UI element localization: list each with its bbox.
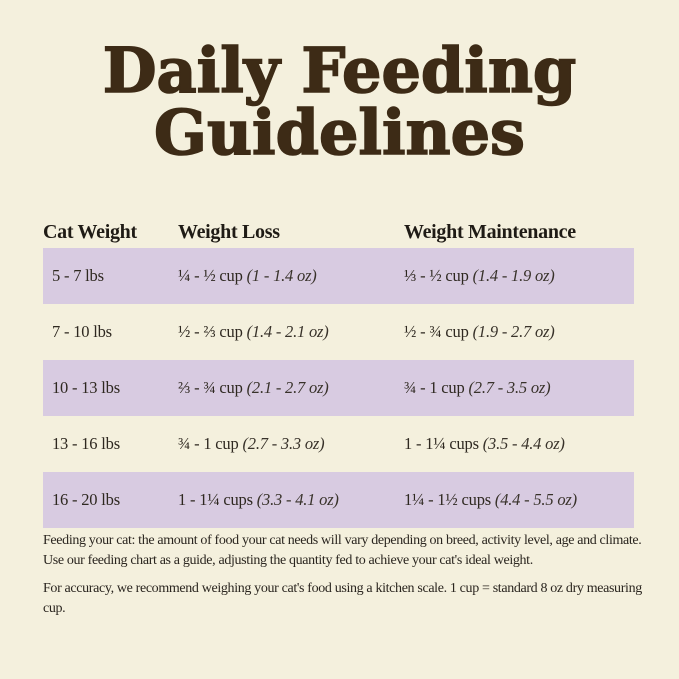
oz-amount: (4.4 - 5.5 oz) — [494, 490, 577, 509]
oz-amount: (1.4 - 1.9 oz) — [472, 266, 555, 285]
table-row: 7 - 10 lbs ½ - ⅔ cup (1.4 - 2.1 oz) ½ - … — [43, 304, 634, 360]
table-row: 5 - 7 lbs ¼ - ½ cup (1 - 1.4 oz) ⅓ - ½ c… — [43, 248, 634, 304]
cup-amount: ½ - ⅔ cup — [178, 322, 243, 341]
feeding-table: Cat Weight Weight Loss Weight Maintenanc… — [43, 212, 634, 528]
weight-maintenance-cell: ½ - ¾ cup (1.9 - 2.7 oz) — [404, 322, 634, 342]
table-row: 16 - 20 lbs 1 - 1¼ cups (3.3 - 4.1 oz) 1… — [43, 472, 634, 528]
weight-loss-cell: 1 - 1¼ cups (3.3 - 4.1 oz) — [178, 490, 404, 510]
oz-amount: (1 - 1.4 oz) — [246, 266, 317, 285]
cat-weight-value: 5 - 7 lbs — [52, 266, 104, 285]
page-title-line2: Guidelines — [153, 96, 526, 169]
oz-amount: (2.1 - 2.7 oz) — [246, 378, 329, 397]
column-header-cat-weight: Cat Weight — [43, 221, 137, 243]
column-header-weight-maintenance: Weight Maintenance — [404, 221, 576, 243]
table-row: 13 - 16 lbs ¾ - 1 cup (2.7 - 3.3 oz) 1 -… — [43, 416, 634, 472]
feeding-note: Feeding your cat: the amount of food you… — [43, 533, 642, 568]
cup-amount: ⅓ - ½ cup — [404, 266, 469, 285]
cup-amount: ½ - ¾ cup — [404, 322, 469, 341]
cat-weight-value: 16 - 20 lbs — [52, 490, 120, 509]
cup-amount: ⅔ - ¾ cup — [178, 378, 243, 397]
oz-amount: (2.7 - 3.3 oz) — [242, 434, 325, 453]
cup-amount: ¾ - 1 cup — [404, 378, 465, 397]
cup-amount: 1¼ - 1½ cups — [404, 490, 491, 509]
cat-weight-value: 7 - 10 lbs — [52, 322, 112, 341]
oz-amount: (3.5 - 4.4 oz) — [482, 434, 565, 453]
weight-loss-cell: ½ - ⅔ cup (1.4 - 2.1 oz) — [178, 322, 404, 342]
accuracy-note: For accuracy, we recommend weighing your… — [43, 581, 642, 616]
page-title: Daily Feeding Guidelines — [0, 34, 679, 169]
weight-maintenance-cell: ¾ - 1 cup (2.7 - 3.5 oz) — [404, 378, 634, 398]
table-row: 10 - 13 lbs ⅔ - ¾ cup (2.1 - 2.7 oz) ¾ -… — [43, 360, 634, 416]
table-header-row: Cat Weight Weight Loss Weight Maintenanc… — [43, 212, 634, 248]
weight-loss-cell: ¼ - ½ cup (1 - 1.4 oz) — [178, 266, 404, 286]
page-title-line1: Daily Feeding — [102, 34, 577, 107]
weight-maintenance-cell: 1 - 1¼ cups (3.5 - 4.4 oz) — [404, 434, 634, 454]
oz-amount: (2.7 - 3.5 oz) — [468, 378, 551, 397]
cup-amount: 1 - 1¼ cups — [404, 434, 479, 453]
weight-maintenance-cell: ⅓ - ½ cup (1.4 - 1.9 oz) — [404, 266, 634, 286]
column-header-weight-loss: Weight Loss — [178, 221, 280, 243]
cat-weight-value: 10 - 13 lbs — [52, 378, 120, 397]
cup-amount: 1 - 1¼ cups — [178, 490, 253, 509]
weight-maintenance-cell: 1¼ - 1½ cups (4.4 - 5.5 oz) — [404, 490, 634, 510]
cup-amount: ¾ - 1 cup — [178, 434, 239, 453]
oz-amount: (1.4 - 2.1 oz) — [246, 322, 329, 341]
oz-amount: (1.9 - 2.7 oz) — [472, 322, 555, 341]
weight-loss-cell: ¾ - 1 cup (2.7 - 3.3 oz) — [178, 434, 404, 454]
oz-amount: (3.3 - 4.1 oz) — [256, 490, 339, 509]
weight-loss-cell: ⅔ - ¾ cup (2.1 - 2.7 oz) — [178, 378, 404, 398]
footer-notes: Feeding your cat: the amount of food you… — [43, 531, 649, 627]
cat-weight-value: 13 - 16 lbs — [52, 434, 120, 453]
cup-amount: ¼ - ½ cup — [178, 266, 243, 285]
